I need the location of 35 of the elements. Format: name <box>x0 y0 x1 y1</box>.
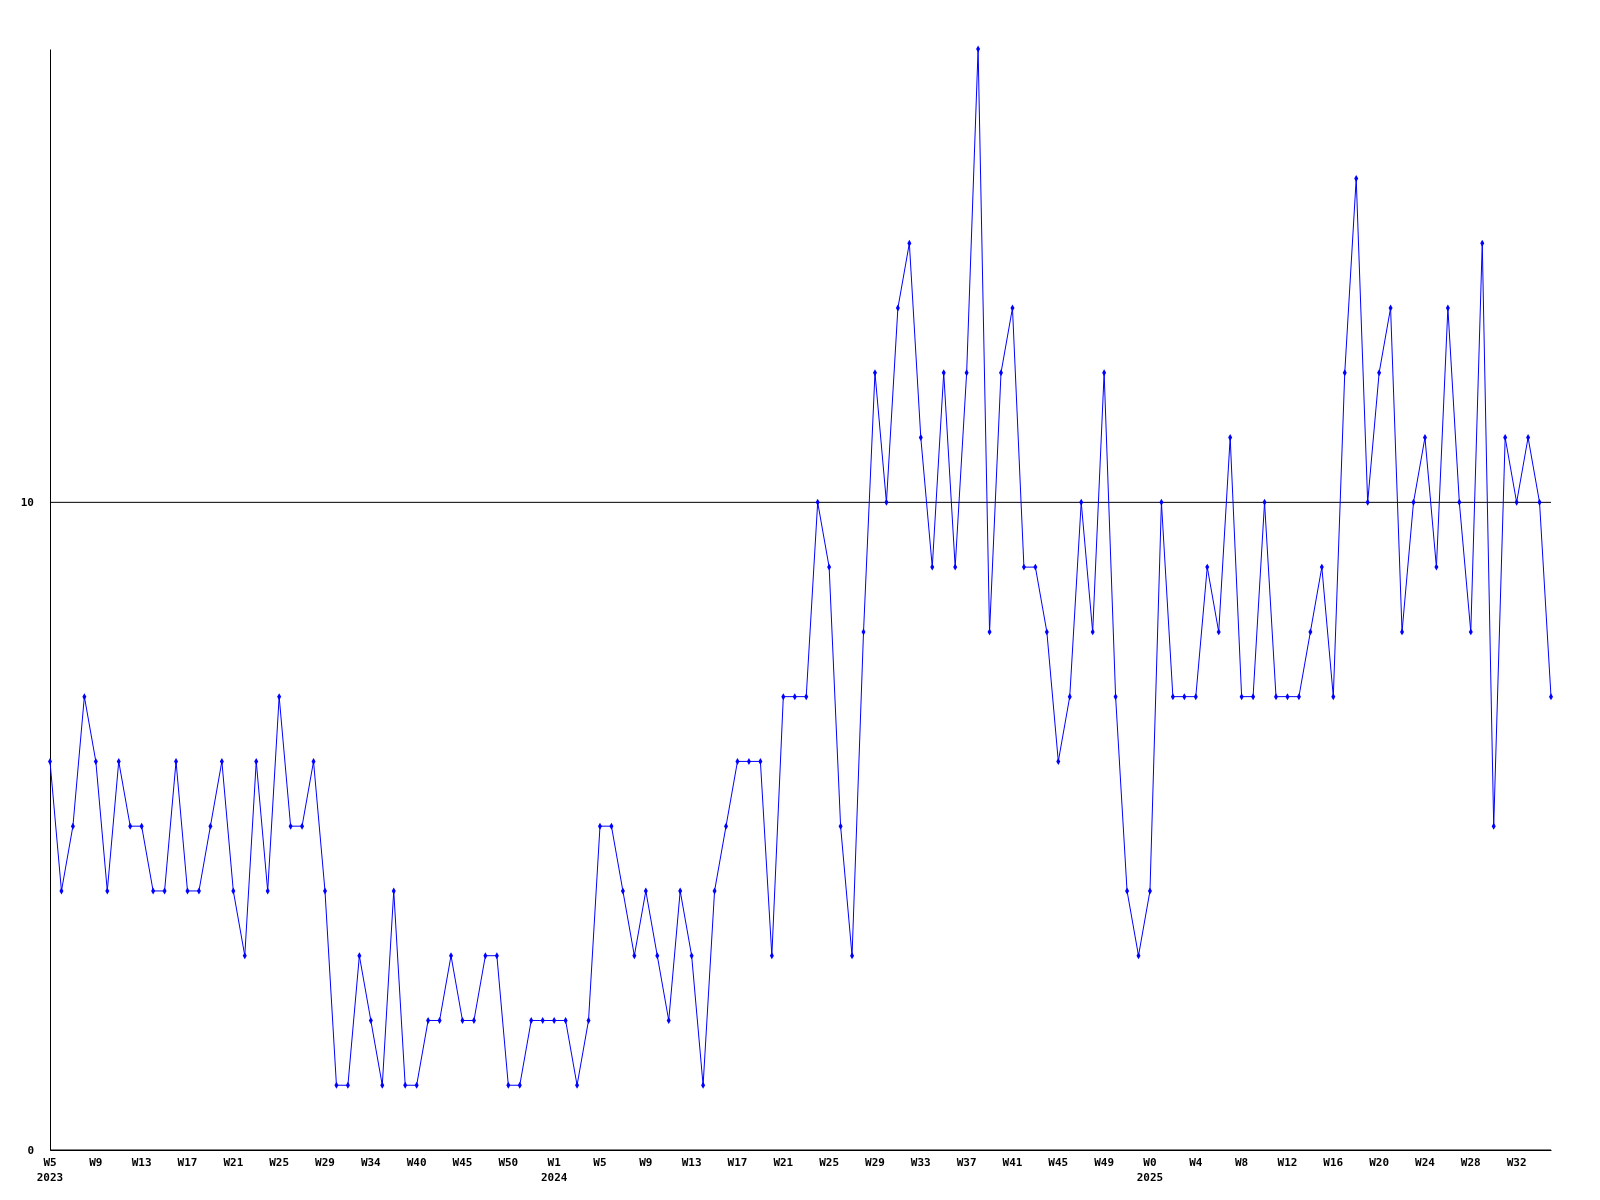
x-tick-label: W32 <box>1506 1156 1527 1169</box>
x-tick-label: W0 2025 <box>1136 1156 1164 1184</box>
x-tick-label: W28 <box>1460 1156 1481 1169</box>
x-tick-label: W17 <box>727 1156 748 1169</box>
x-tick-label: W8 <box>1235 1156 1249 1169</box>
x-tick-label: W13 <box>681 1156 702 1169</box>
x-tick-label: W21 <box>773 1156 794 1169</box>
x-tick-label: W9 <box>639 1156 653 1169</box>
x-tick-label: W50 <box>498 1156 519 1169</box>
x-tick-label: W29 <box>315 1156 335 1169</box>
x-tick-label: W33 <box>910 1156 931 1169</box>
x-tick-label: W24 <box>1415 1156 1436 1169</box>
x-tick-label: W17 <box>177 1156 198 1169</box>
x-tick-label: W34 <box>360 1156 382 1169</box>
x-tick-label: W12 <box>1277 1156 1298 1169</box>
x-tick-label: W1 2024 <box>540 1156 568 1184</box>
x-tick-label: W16 <box>1323 1156 1344 1169</box>
x-tick-label: W37 <box>956 1156 977 1169</box>
y-tick-label: 10 <box>20 496 34 510</box>
x-tick-label: W41 <box>1002 1156 1023 1169</box>
x-tick-label: W45 <box>1048 1156 1069 1169</box>
x-tick-label: W45 <box>452 1156 473 1169</box>
x-tick-label: W4 <box>1189 1156 1203 1169</box>
x-tick-label: W9 <box>89 1156 103 1169</box>
x-tick-label: W25 <box>819 1156 840 1169</box>
x-tick-label: W25 <box>269 1156 290 1169</box>
x-tick-label: W13 <box>131 1156 152 1169</box>
x-tick-label: W40 <box>406 1156 427 1169</box>
x-tick-label: W5 2023 <box>36 1156 64 1184</box>
x-tick-label: W5 <box>593 1156 607 1169</box>
y-tick-label: 0 <box>27 1144 34 1158</box>
x-tick-label: W49 <box>1094 1156 1115 1169</box>
x-tick-label: W20 <box>1369 1156 1390 1169</box>
x-tick-label: W29 <box>865 1156 885 1169</box>
x-tick-label: W21 <box>223 1156 244 1169</box>
